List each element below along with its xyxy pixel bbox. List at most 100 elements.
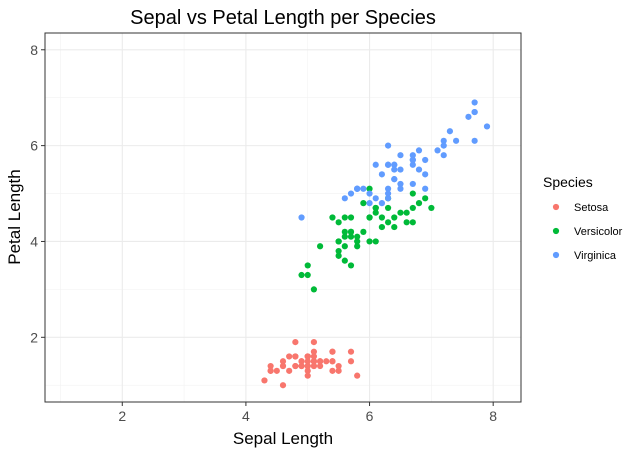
plot-panel	[45, 33, 521, 402]
data-point-virginica	[422, 171, 429, 178]
data-point-setosa	[298, 358, 305, 365]
data-point-virginica	[409, 152, 416, 159]
data-point-versicolor	[391, 214, 398, 221]
data-point-versicolor	[329, 214, 336, 221]
data-point-setosa	[304, 353, 311, 360]
x-tick-label: 6	[366, 408, 374, 424]
x-axis: 2 4 6 8	[118, 402, 497, 424]
data-point-versicolor	[341, 228, 348, 235]
data-point-versicolor	[335, 219, 342, 226]
data-point-setosa	[323, 358, 330, 365]
data-point-virginica	[372, 161, 379, 168]
data-point-versicolor	[391, 223, 398, 231]
data-point-setosa	[279, 382, 287, 389]
data-point-versicolor	[366, 185, 373, 192]
data-point-versicolor	[298, 271, 305, 279]
data-point-versicolor	[378, 214, 386, 221]
x-tick-label: 2	[118, 408, 126, 424]
data-point-virginica	[483, 123, 491, 130]
data-point-virginica	[360, 185, 367, 192]
data-point-setosa	[310, 353, 318, 360]
data-point-virginica	[434, 147, 441, 154]
data-point-virginica	[341, 195, 348, 202]
data-point-virginica	[298, 214, 305, 221]
data-point-versicolor	[347, 214, 355, 221]
data-point-virginica	[397, 180, 404, 188]
data-point-setosa	[310, 338, 318, 346]
data-point-setosa	[329, 348, 336, 355]
data-point-virginica	[384, 195, 392, 202]
data-point-setosa	[310, 358, 318, 365]
data-point-setosa	[298, 362, 305, 370]
data-point-virginica	[471, 99, 478, 106]
data-point-versicolor	[304, 262, 311, 269]
data-point-setosa	[316, 358, 324, 365]
data-point-virginica	[446, 128, 454, 135]
data-point-versicolor	[422, 195, 429, 202]
x-tick-label: 8	[489, 408, 497, 424]
data-point-virginica	[397, 152, 404, 159]
y-axis: 2 4 6 8	[30, 42, 45, 345]
data-point-versicolor	[341, 243, 348, 250]
data-point-versicolor	[366, 214, 373, 221]
data-point-virginica	[415, 166, 423, 173]
plot-border	[44, 32, 522, 403]
data-point-virginica	[354, 185, 361, 192]
data-point-setosa	[304, 367, 311, 374]
data-point-versicolor	[409, 219, 416, 226]
data-point-virginica	[378, 200, 386, 207]
data-point-setosa	[304, 362, 311, 370]
data-point-setosa	[310, 362, 318, 370]
data-point-virginica	[372, 195, 379, 202]
x-tick-label: 4	[242, 408, 250, 424]
chart-title: Sepal vs Petal Length per Species	[130, 7, 436, 29]
legend-label-versicolor: Versicolor	[574, 226, 623, 238]
data-point-versicolor	[341, 257, 348, 264]
data-point-setosa	[286, 353, 293, 360]
legend: Species Setosa Versicolor Virginica	[543, 174, 623, 262]
data-point-versicolor	[316, 243, 324, 250]
data-point-setosa	[329, 358, 336, 365]
data-point-versicolor	[347, 228, 355, 235]
x-axis-title: Sepal Length	[233, 429, 333, 448]
data-point-versicolor	[409, 190, 416, 197]
data-point-setosa	[292, 362, 299, 370]
data-point-versicolor	[366, 238, 373, 245]
data-point-virginica	[397, 185, 404, 192]
data-point-virginica	[391, 176, 398, 183]
data-point-versicolor	[360, 200, 367, 207]
data-point-virginica	[409, 156, 416, 164]
data-point-virginica	[378, 171, 386, 178]
data-point-setosa	[279, 362, 287, 370]
legend-key-setosa	[552, 203, 560, 211]
data-point-virginica	[452, 137, 460, 144]
data-point-setosa	[335, 362, 342, 370]
legend-key-versicolor	[552, 227, 560, 235]
data-point-virginica	[422, 185, 429, 192]
data-point-setosa	[273, 367, 280, 374]
data-point-virginica	[415, 147, 423, 154]
data-point-versicolor	[378, 223, 386, 231]
data-point-setosa	[286, 367, 293, 374]
y-tick-label: 2	[30, 329, 38, 345]
data-point-virginica	[366, 200, 373, 207]
data-point-versicolor	[354, 243, 361, 250]
data-point-virginica	[384, 142, 392, 149]
data-point-versicolor	[372, 209, 379, 216]
data-point-versicolor	[347, 262, 355, 269]
data-point-setosa	[261, 377, 268, 384]
data-point-virginica	[440, 137, 447, 144]
data-point-versicolor	[415, 200, 423, 207]
data-point-versicolor	[341, 233, 348, 240]
data-point-setosa	[267, 367, 274, 374]
data-point-versicolor	[335, 252, 342, 259]
data-point-setosa	[292, 338, 299, 346]
y-axis-title: Petal Length	[5, 169, 24, 264]
data-point-virginica	[440, 152, 447, 159]
y-tick-label: 6	[30, 138, 38, 154]
data-point-setosa	[267, 362, 274, 370]
data-point-setosa	[304, 372, 311, 379]
data-point-versicolor	[384, 204, 392, 212]
data-point-versicolor	[372, 204, 379, 212]
